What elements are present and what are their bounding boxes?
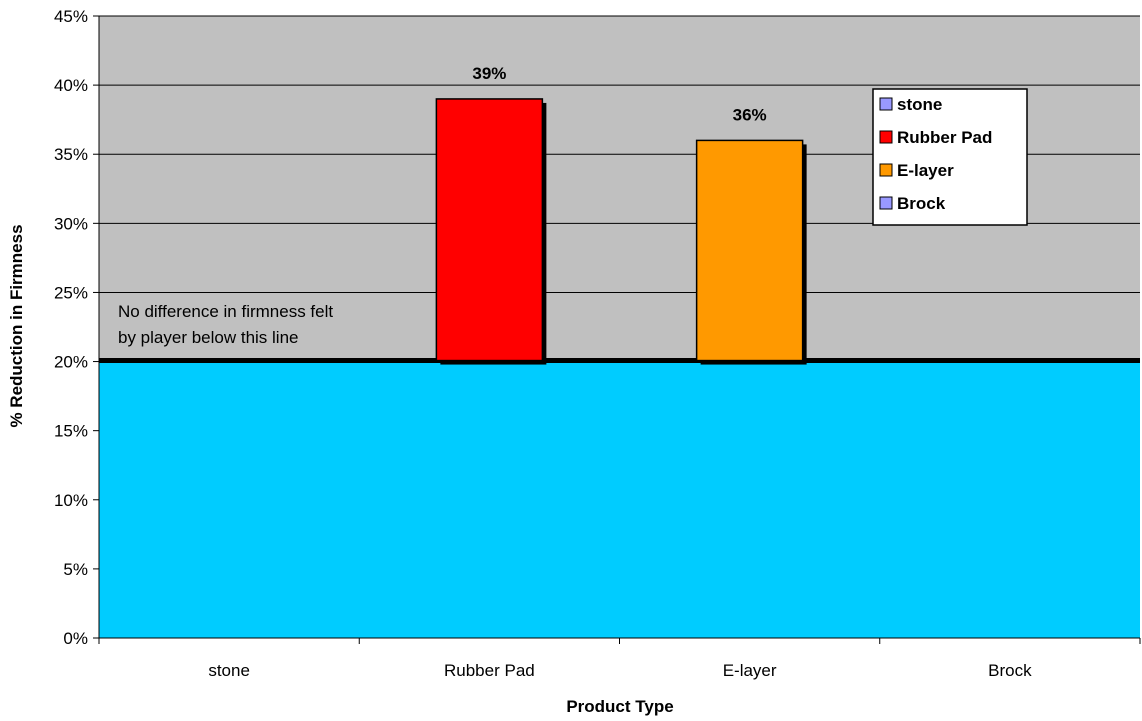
y-axis-title: % Reduction in Firmness	[7, 224, 26, 427]
y-tick-label: 0%	[63, 629, 88, 648]
y-tick-label: 35%	[54, 145, 88, 164]
data-label: 39%	[472, 64, 506, 83]
threshold-annotation-line2: by player below this line	[118, 328, 298, 347]
y-tick-label: 30%	[54, 214, 88, 233]
threshold-annotation-line1: No difference in firmness felt	[118, 302, 333, 321]
y-tick-label: 25%	[54, 283, 88, 302]
legend-swatch	[879, 130, 893, 144]
data-label: 36%	[733, 105, 767, 124]
bar-rubber-pad	[435, 98, 544, 362]
legend-box	[872, 88, 1028, 226]
legend-label: Rubber Pad	[897, 128, 992, 147]
legend-swatch	[879, 196, 893, 210]
y-tick-label: 15%	[54, 422, 88, 441]
legend-label: stone	[897, 95, 942, 114]
legend-swatch	[879, 97, 893, 111]
legend-swatch	[879, 163, 893, 177]
legend: stone Rubber Pad E-layer Brock	[872, 88, 1028, 226]
x-tick-label: Rubber Pad	[444, 661, 535, 680]
x-tick-label: stone	[208, 661, 250, 680]
y-tick-label: 45%	[54, 7, 88, 26]
y-tick-label: 5%	[63, 560, 88, 579]
x-tick-label: Brock	[988, 661, 1032, 680]
y-tick-label: 40%	[54, 76, 88, 95]
legend-label: Brock	[897, 194, 946, 213]
y-tick-label: 20%	[54, 353, 88, 372]
threshold-region	[99, 361, 1140, 638]
x-tick-label: E-layer	[723, 661, 777, 680]
x-axis-title: Product Type	[566, 697, 673, 716]
y-tick-label: 10%	[54, 491, 88, 510]
bar-e-layer	[695, 139, 804, 362]
legend-label: E-layer	[897, 161, 954, 180]
